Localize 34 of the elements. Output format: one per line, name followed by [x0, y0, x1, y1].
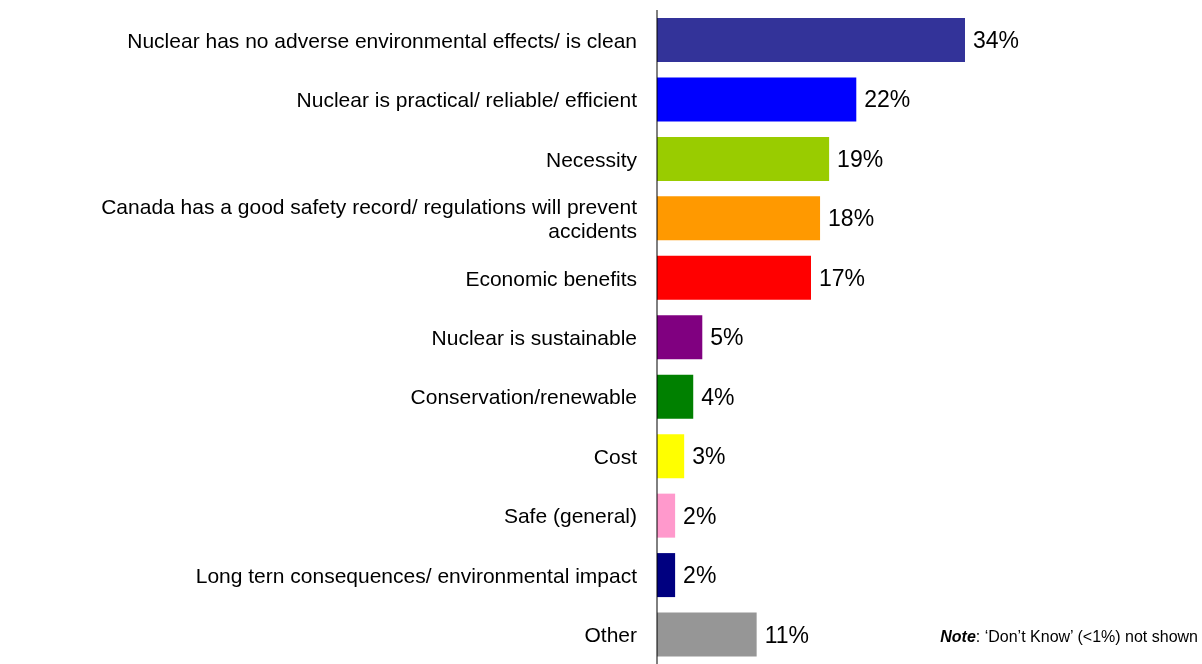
data-label: 18%: [828, 205, 875, 232]
data-label: 4%: [701, 383, 735, 410]
bar: [657, 136, 830, 181]
bar: [657, 374, 694, 419]
data-label: 2%: [683, 502, 717, 529]
annotation: Note: ‘Don’t Know’ (<1%) not shown: [940, 628, 1198, 646]
bar: [657, 196, 821, 241]
y-tick-label: Canada has a good safety record/ regulations will prevent accidents: [101, 194, 638, 242]
bar: [657, 255, 811, 300]
bar: [657, 612, 757, 657]
y-tick-label: Nuclear is sustainable: [431, 325, 637, 349]
y-tick-label: Safe (general): [503, 503, 637, 527]
bar: [657, 315, 703, 360]
data-label: 11%: [764, 621, 809, 648]
bar: [657, 553, 676, 598]
y-tick-label: Other: [584, 622, 637, 646]
bar: [657, 18, 965, 62]
y-tick-label: Nuclear has no adverse environmental effects/ is clean: [127, 28, 637, 52]
bar: [657, 434, 685, 479]
bar: [657, 493, 676, 538]
data-label: 22%: [864, 86, 911, 113]
bar: [657, 77, 857, 122]
data-label: 34%: [973, 27, 1020, 53]
data-label: 17%: [819, 264, 866, 291]
y-tick-label: Nuclear is practical/ reliable/ efficient: [296, 87, 638, 111]
y-tick-label: Cost: [593, 444, 638, 468]
y-tick-label: Necessity: [545, 147, 638, 171]
data-label: 3%: [692, 443, 726, 470]
y-tick-label: Long tern consequences/ environmental impact: [195, 563, 638, 587]
data-label: 19%: [837, 145, 884, 172]
y-tick-label: Economic benefits: [465, 266, 637, 290]
data-label: 2%: [683, 562, 717, 589]
y-tick-label: Conservation/renewable: [410, 384, 637, 408]
data-label: 5%: [710, 324, 744, 351]
